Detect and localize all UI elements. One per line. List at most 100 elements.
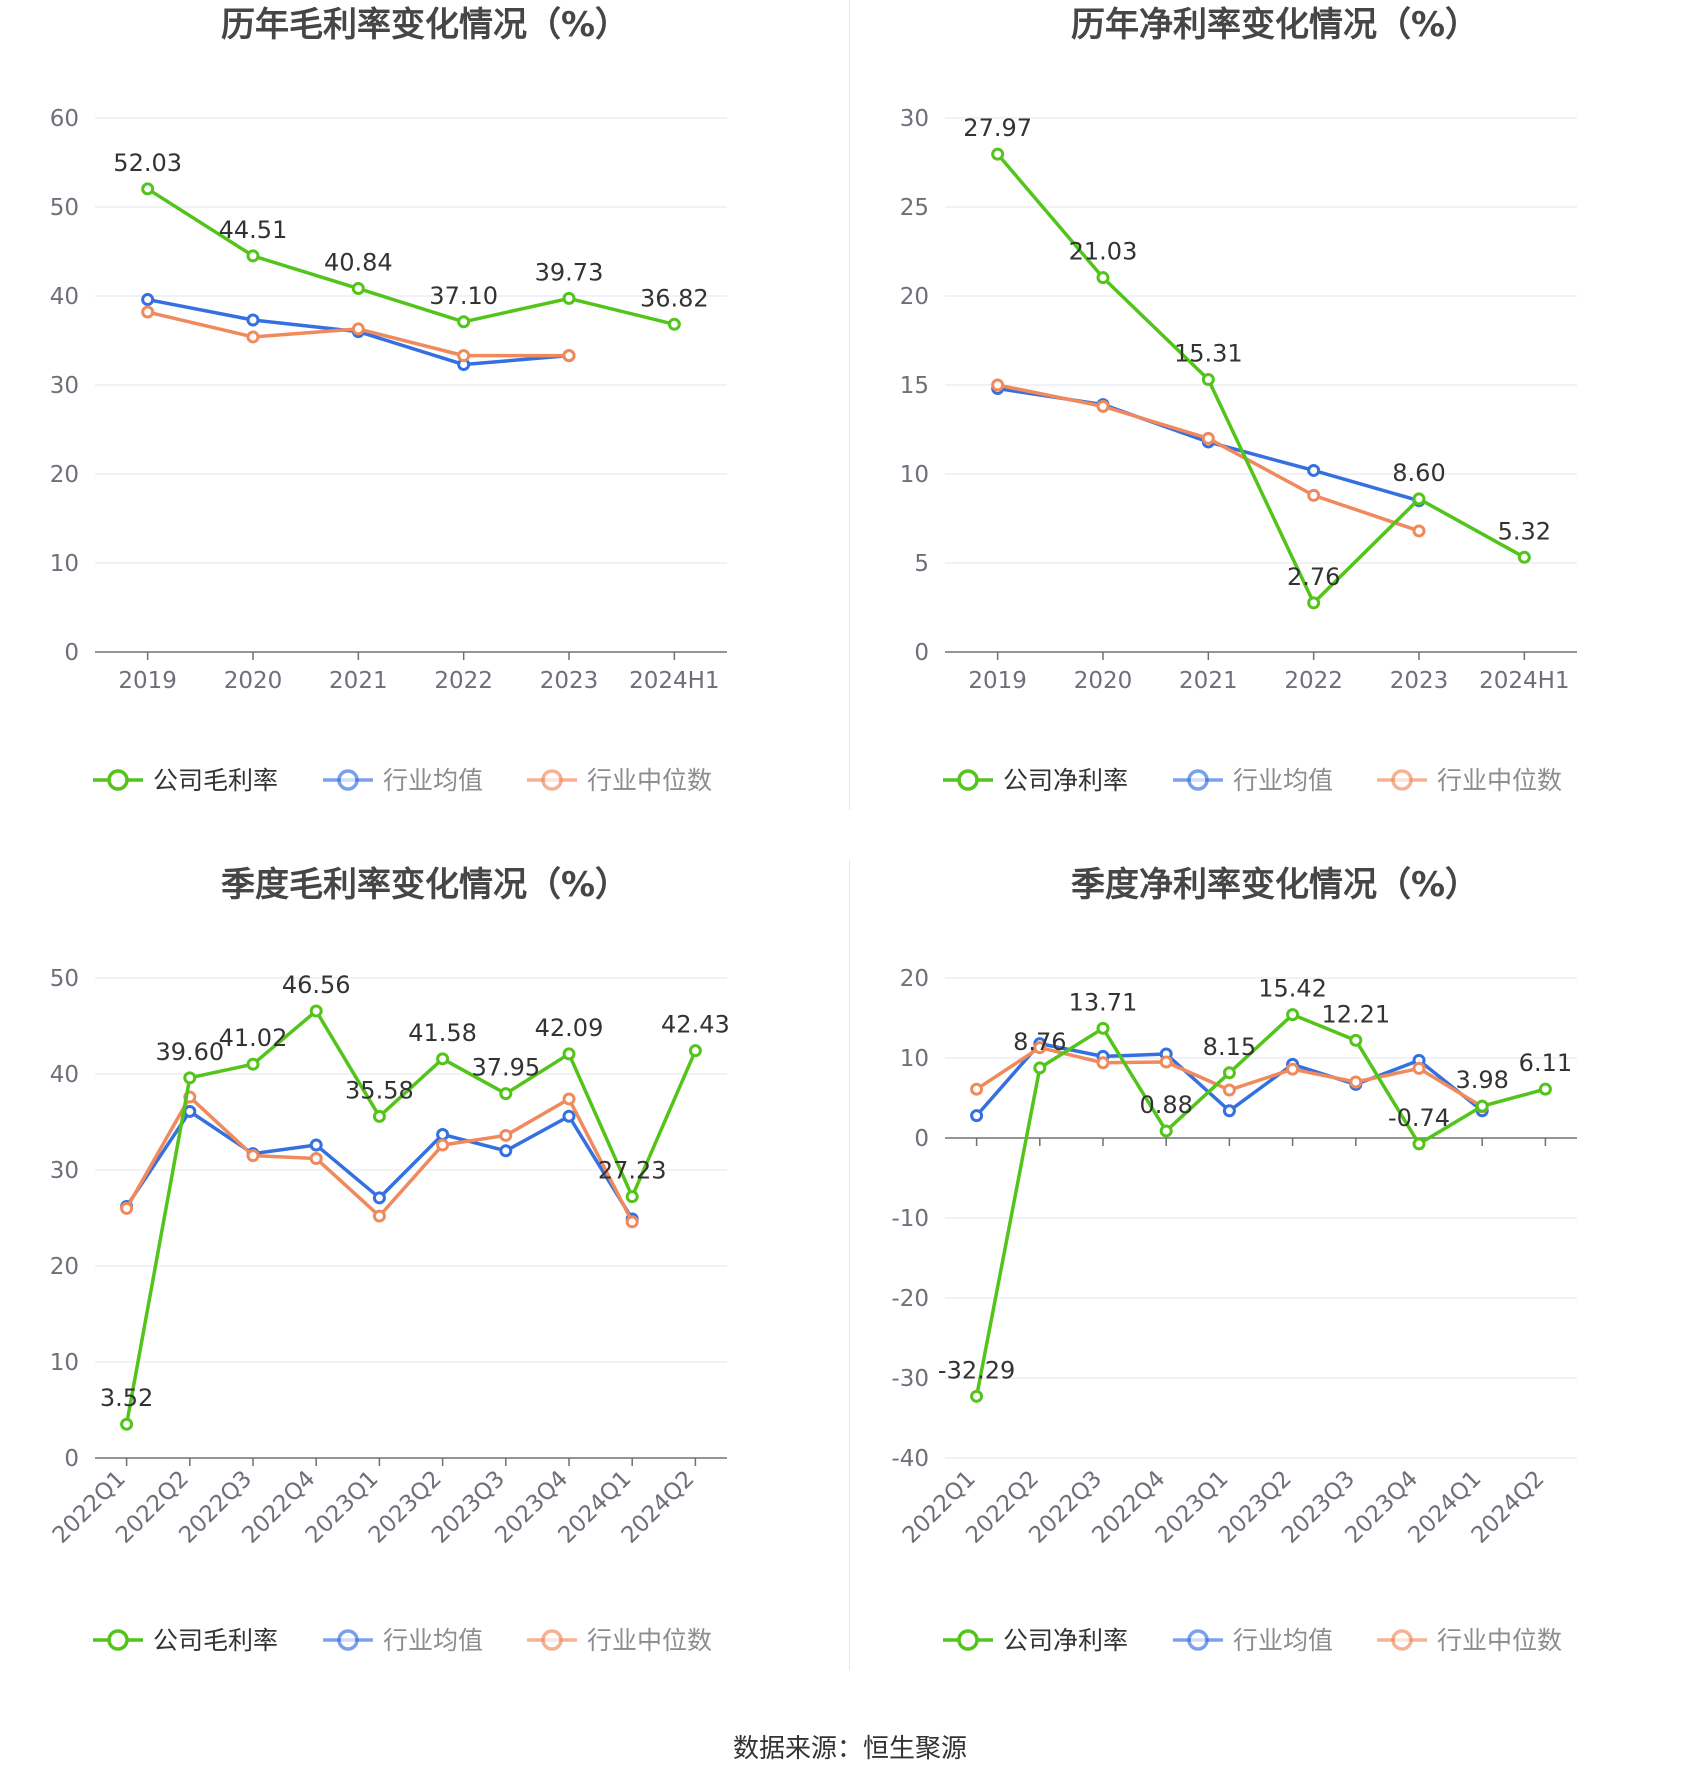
legend-marker (107, 1629, 129, 1651)
data-label: 8.76 (1013, 1028, 1066, 1056)
point-company (1222, 1066, 1236, 1080)
y-tick-label: 40 (50, 284, 79, 310)
series-line-company (996, 152, 1526, 605)
point-median (562, 1092, 576, 1106)
point-median (1201, 431, 1215, 445)
point-company (309, 1004, 323, 1018)
chart-title: 历年毛利率变化情况（%） (221, 5, 629, 45)
x-tick-label: 2021 (329, 668, 388, 694)
data-label: 41.02 (219, 1024, 288, 1052)
chart-annual-gross: 历年毛利率变化情况（%） 0 10 20 30 40 50 60 2019 2020 2021 202… (0, 0, 850, 860)
data-label: 3.52 (100, 1384, 153, 1412)
point-company (1096, 271, 1110, 285)
point-median (625, 1215, 639, 1229)
y-tick-label: -40 (891, 1446, 929, 1472)
x-tick-label: 2024H1 (629, 668, 719, 694)
data-label: 37.10 (429, 282, 498, 310)
series-line-company (974, 1012, 1546, 1397)
legend-marker (1391, 769, 1413, 791)
y-tick-label: 30 (50, 1158, 79, 1184)
legend-item-company: 公司净利率 (943, 766, 1128, 795)
divider-bottom (849, 860, 850, 1670)
point-median (1033, 1041, 1047, 1055)
legend-item-median: 行业中位数 (527, 766, 712, 795)
y-tick-label: 15 (900, 373, 929, 399)
x-tick-label: 2024H1 (1479, 668, 1569, 694)
point-company (1033, 1061, 1047, 1075)
data-source: 数据来源：恒生聚源 (732, 1734, 967, 1764)
chart-quarterly-gross: 季度毛利率变化情况（%） 0 10 20 30 40 50 2022Q1 2022Q2 2022Q… (0, 860, 850, 1720)
legend-marker (957, 769, 979, 791)
data-label: 27.23 (598, 1157, 667, 1185)
y-tick-label: 25 (900, 195, 929, 221)
point-company (246, 1057, 260, 1071)
series-line-company (146, 187, 675, 327)
point-median (141, 305, 155, 319)
point-median (991, 378, 1005, 392)
y-tick-label: 20 (50, 1254, 79, 1280)
data-label: 44.51 (219, 216, 288, 244)
y-tick-label: 0 (914, 640, 929, 666)
point-median (246, 330, 260, 344)
data-label: 13.71 (1069, 988, 1138, 1016)
point-company (1096, 1021, 1110, 1035)
y-tick-label: -20 (891, 1286, 929, 1312)
y-tick-label: 0 (64, 640, 79, 666)
data-label: 0.88 (1139, 1091, 1192, 1119)
point-company (562, 1047, 576, 1061)
chart-title: 历年净利率变化情况（%） (1071, 5, 1479, 45)
point-avg (499, 1144, 513, 1158)
point-median (120, 1201, 134, 1215)
legend-item-company: 公司毛利率 (93, 766, 278, 795)
legend-label: 行业均值 (1233, 766, 1333, 795)
legend-item-avg: 行业均值 (323, 766, 483, 795)
x-tick-label: 2023 (1390, 668, 1449, 694)
point-median (309, 1151, 323, 1165)
point-company (1412, 1137, 1426, 1151)
y-tick-label: 10 (900, 462, 929, 488)
point-company (372, 1109, 386, 1123)
point-company (120, 1417, 134, 1431)
point-median (436, 1138, 450, 1152)
point-company (436, 1052, 450, 1066)
data-label: -0.74 (1388, 1104, 1450, 1132)
point-company (246, 249, 260, 263)
y-tick-label: 20 (50, 462, 79, 488)
x-tick-label: 2020 (1074, 668, 1133, 694)
data-label: 27.97 (963, 114, 1032, 142)
x-tick-label: 2019 (968, 668, 1027, 694)
legend-marker (1187, 769, 1209, 791)
point-median (351, 322, 365, 336)
point-company (457, 315, 471, 329)
point-avg (562, 1109, 576, 1123)
point-median (1349, 1075, 1363, 1089)
point-median (372, 1209, 386, 1223)
legend-marker (957, 1629, 979, 1651)
legend-label: 公司毛利率 (153, 1626, 278, 1655)
divider-top (849, 0, 850, 810)
data-label: 39.73 (535, 258, 604, 286)
point-median (1412, 524, 1426, 538)
y-tick-label: 20 (900, 966, 929, 992)
data-label: 3.98 (1455, 1066, 1508, 1094)
point-median (1286, 1062, 1300, 1076)
point-company (562, 291, 576, 305)
point-company (667, 317, 681, 331)
chart-svg: 季度毛利率变化情况（%）010203040502022Q12022Q22022Q… (48, 865, 730, 1655)
x-tick-label: 2022 (1284, 668, 1343, 694)
chart-title: 季度毛利率变化情况（%） (221, 865, 629, 905)
data-label: 8.60 (1392, 459, 1445, 487)
legend-marker (107, 769, 129, 791)
series-line-company (124, 1009, 698, 1425)
point-company (141, 182, 155, 196)
point-company (183, 1071, 197, 1085)
point-company (688, 1044, 702, 1058)
point-company (1517, 550, 1531, 564)
point-median (1159, 1055, 1173, 1069)
y-tick-label: 0 (64, 1446, 79, 1472)
legend-label: 公司毛利率 (153, 766, 278, 795)
data-label: 6.11 (1519, 1049, 1572, 1077)
data-label: 2.76 (1287, 563, 1340, 591)
data-label: 12.21 (1321, 1000, 1390, 1028)
point-avg (183, 1104, 197, 1118)
